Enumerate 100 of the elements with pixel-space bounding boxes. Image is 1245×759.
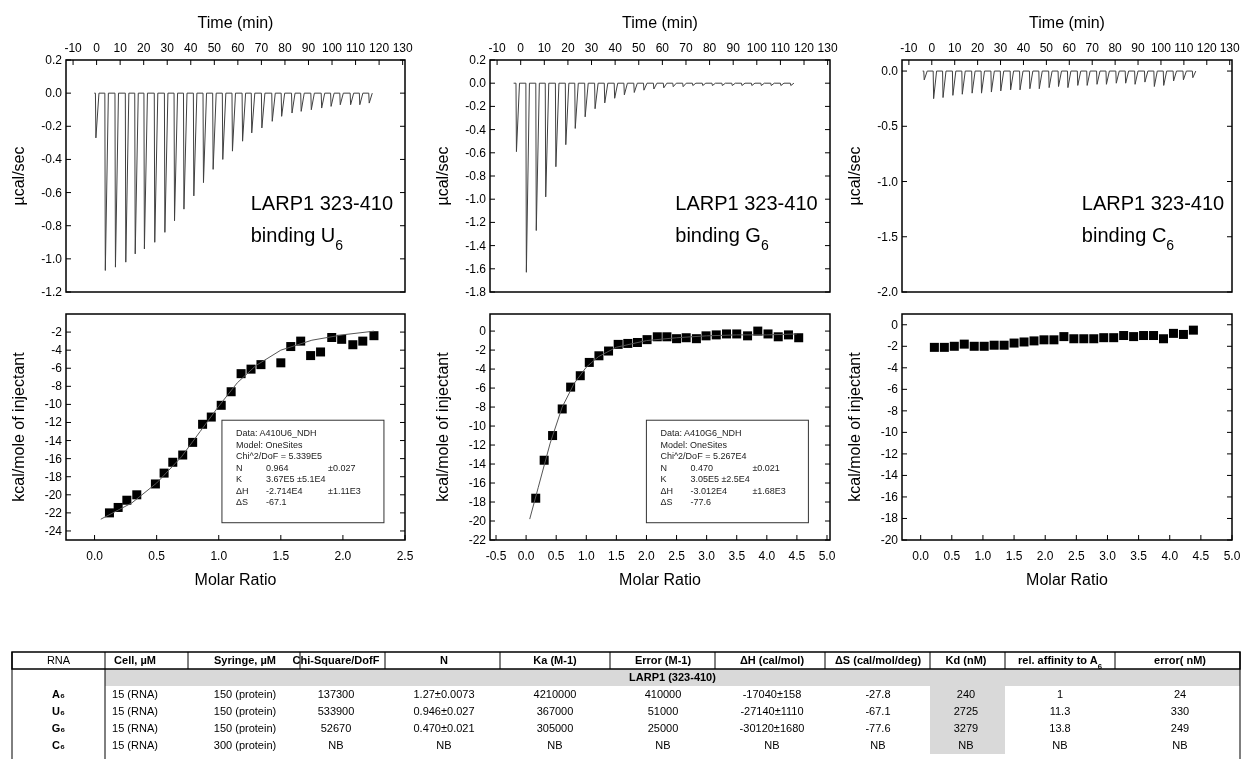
- text: 1.27±0.0073: [413, 688, 475, 700]
- text: -27.8: [865, 688, 891, 700]
- x-tick-label: 10: [948, 41, 962, 55]
- x-tick-label: 30: [993, 41, 1008, 55]
- y-tick-label: -1.8: [465, 285, 487, 299]
- category-label: Syringe, µM: [214, 654, 276, 666]
- x-tick-label: 1.0: [974, 549, 992, 563]
- x-axis-title: Time (min): [1029, 14, 1105, 31]
- y-axis-title: µcal/sec: [10, 146, 27, 206]
- x-tick-label: 3.5: [1130, 549, 1148, 563]
- x-tick-label: 120: [1196, 41, 1218, 55]
- point: [348, 340, 358, 350]
- x-tick-label: 100: [746, 41, 768, 55]
- fit-parameters-box: Data: A410G6_NDH Model: OneSites Chi^2/DoF = 5.267E4 N 0.470 ±0.021 K 3.05E5 ±2.5E4 ΔH -3.012E4 ±1.68E3 ΔS -77.6: [645, 419, 809, 524]
- text: 13.8: [1049, 722, 1071, 734]
- annotation: Model: OneSites: [235, 439, 303, 450]
- x-axis-title: Molar Ratio: [619, 571, 701, 588]
- text: 367000: [536, 705, 574, 717]
- text: -77.6: [865, 722, 891, 734]
- y-tick-label: -10: [44, 397, 63, 412]
- y-tick-label: -4: [51, 343, 63, 358]
- y-tick-label: -14: [468, 457, 487, 472]
- text: 150 (protein): [213, 705, 277, 717]
- point: [369, 331, 379, 341]
- x-tick-label: 4.0: [1161, 549, 1179, 563]
- text: NB: [655, 739, 671, 751]
- x-axis-title: Time (min): [622, 14, 698, 31]
- x-tick-label: 110: [1174, 41, 1194, 55]
- x-tick-label: 70: [1085, 41, 1100, 55]
- y-tick-label: -8: [51, 379, 63, 394]
- annotation: binding C$_{6}$: [1081, 224, 1175, 253]
- y-tick-label: -10: [468, 419, 487, 434]
- y-tick-label: -0.2: [41, 119, 63, 134]
- annotation: Chi^2/DoF = 5.267E4: [660, 451, 747, 462]
- text: 15 (RNA): [112, 722, 158, 734]
- y-tick-label: -20: [44, 487, 63, 502]
- x-tick-label: 110: [770, 41, 791, 55]
- category-label: Error (M-1): [634, 654, 692, 666]
- x-tick-label: 130: [392, 41, 413, 55]
- x-tick-label: 2.5: [1068, 549, 1085, 563]
- x-tick-label: 80: [1108, 41, 1123, 55]
- y-tick-label: -22: [44, 505, 63, 520]
- y-tick-label: -2: [51, 325, 63, 340]
- y-tick-label: -14: [880, 468, 899, 483]
- x-axis-title: Molar Ratio: [194, 571, 277, 588]
- x-axis-title: Time (min): [197, 14, 274, 31]
- category-label: Kd (nM): [945, 654, 987, 666]
- point: [132, 490, 142, 500]
- text: 15 (RNA): [112, 739, 158, 751]
- text: 11.3: [1049, 705, 1071, 717]
- fit-parameters-box: Data: A410U6_NDH Model: OneSites Chi^2/DoF = 5.339E5 N 0.964 ±0.027 K 3.67E5 ±5.1E4 ΔH -2.714E4 ±1.11E3 ΔS -67.1: [221, 419, 385, 524]
- x-tick-label: 40: [608, 41, 623, 55]
- annotation: Data: A410G6_NDH: [660, 428, 742, 439]
- text: NB: [436, 739, 452, 751]
- x-tick-label: -10: [488, 41, 507, 55]
- x-tick-label: 50: [207, 41, 222, 55]
- text: NB: [328, 739, 344, 751]
- x-tick-label: 4.5: [1192, 549, 1210, 563]
- x-tick-label: 60: [1062, 41, 1077, 55]
- x-tick-label: -10: [64, 41, 83, 55]
- text: NB: [764, 739, 780, 751]
- annotation: binding U$_{6}$: [250, 224, 344, 253]
- y-axis-title: kcal/mole of injectant: [10, 351, 27, 502]
- x-tick-label: 90: [1131, 41, 1146, 55]
- category-label: A₆: [52, 688, 65, 700]
- y-tick-label: -12: [44, 415, 63, 430]
- x-tick-label: 3.0: [1099, 549, 1117, 563]
- y-tick-label: -1.2: [41, 285, 63, 299]
- x-tick-label: 80: [702, 41, 717, 55]
- x-tick-label: 20: [561, 41, 575, 55]
- y-tick-label: -18: [468, 495, 487, 510]
- text: 15 (RNA): [112, 688, 158, 700]
- x-tick-label: 130: [817, 41, 838, 55]
- x-tick-label: 1.5: [608, 549, 626, 563]
- x-tick-label: 2.0: [638, 549, 656, 563]
- y-tick-label: -1.0: [877, 174, 899, 189]
- text: NB: [547, 739, 563, 751]
- x-tick-label: 1.0: [577, 549, 595, 563]
- text: 24: [1173, 688, 1187, 700]
- text: 0.470±0.021: [413, 722, 475, 734]
- y-tick-label: -8: [475, 400, 487, 415]
- y-tick-label: -1.6: [465, 261, 487, 276]
- x-tick-label: 90: [726, 41, 741, 55]
- y-tick-label: 0.0: [469, 76, 487, 91]
- x-tick-label: 1.5: [1005, 549, 1023, 563]
- y-tick-label: -12: [880, 446, 899, 461]
- x-tick-label: 10: [537, 41, 552, 55]
- x-tick-label: 60: [231, 41, 245, 55]
- annotation: binding G$_{6}$: [675, 224, 769, 253]
- text: 52670: [320, 722, 352, 734]
- text: 1: [1056, 688, 1064, 700]
- x-axis-title: Molar Ratio: [1026, 571, 1108, 588]
- y-tick-label: -16: [880, 489, 899, 504]
- point: [276, 358, 286, 368]
- x-tick-label: 30: [160, 41, 175, 55]
- line-series: [922, 70, 1197, 100]
- point: [306, 351, 316, 361]
- point: [358, 336, 368, 346]
- text: 150 (protein): [213, 722, 277, 734]
- y-tick-label: -2: [887, 339, 899, 354]
